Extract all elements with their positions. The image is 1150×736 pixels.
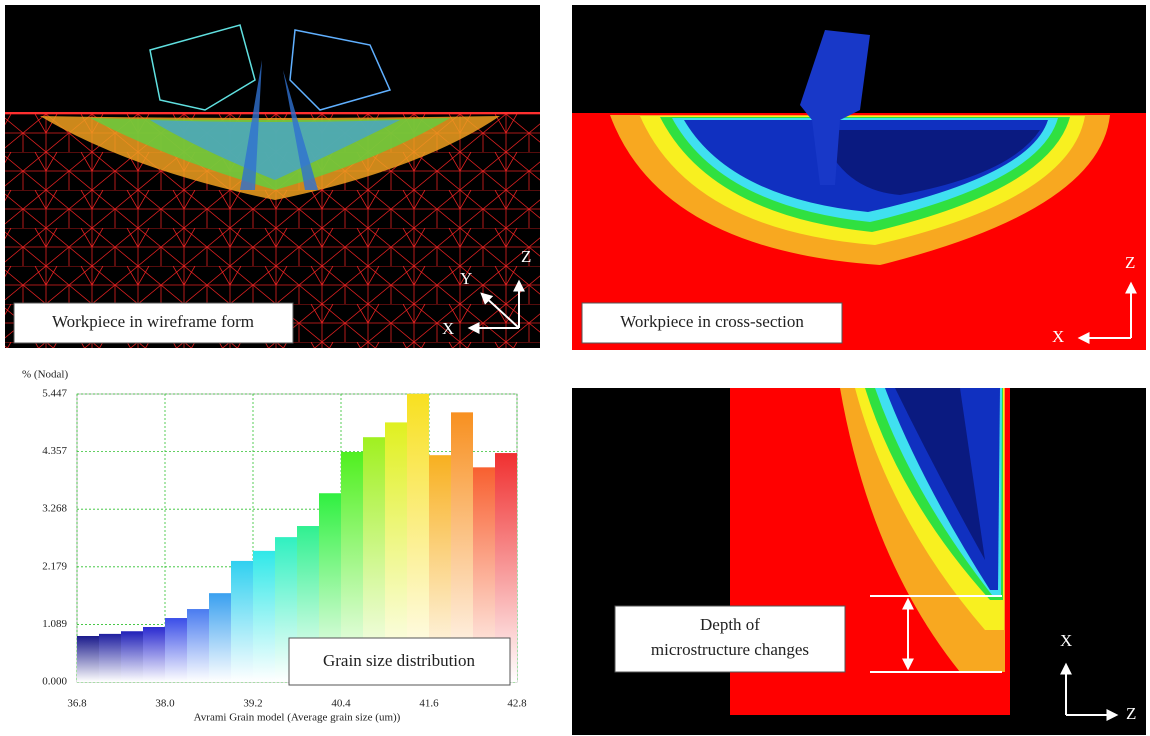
x-tick-label: 40.4	[331, 698, 351, 710]
bar	[187, 609, 209, 682]
wireframe-panel: Workpiece in wireframe form Z Y X	[5, 5, 540, 348]
y-tick-label: 3.268	[42, 503, 67, 515]
panel-label: Workpiece in cross-section	[620, 312, 804, 331]
y-tick-label: 0.000	[42, 676, 67, 688]
x-tick-label: 41.6	[419, 698, 439, 710]
cross-section-panel: Workpiece in cross-section Z X	[572, 5, 1146, 350]
bar	[77, 636, 99, 682]
bar	[121, 631, 143, 682]
bar	[209, 593, 231, 682]
annotation: Grain size distribution	[323, 651, 476, 670]
axis-name: Z	[521, 247, 531, 266]
axis-name: Z	[1125, 253, 1135, 272]
x-tick-label: 38.0	[155, 698, 175, 710]
figure: Workpiece in wireframe form Z Y X Workpi…	[0, 0, 1150, 736]
axis-name: X	[442, 319, 454, 338]
x-tick-label: 42.8	[507, 698, 527, 710]
y-tick-label: 4.357	[42, 445, 67, 457]
panel-label: Workpiece in wireframe form	[52, 312, 254, 331]
zoom-panel: Depth of microstructure changes X Z	[572, 388, 1146, 735]
bar	[143, 627, 165, 682]
panel-label: microstructure changes	[651, 640, 809, 659]
panel-label: Depth of	[700, 615, 760, 634]
axis-name: X	[1052, 327, 1064, 346]
histogram-panel: % (Nodal) Avrami Grain model (Average gr…	[22, 369, 527, 724]
y-tick-label: 2.179	[42, 560, 67, 572]
axis-name: X	[1060, 631, 1072, 650]
x-tick-label: 36.8	[67, 698, 87, 710]
bar	[231, 561, 253, 682]
bar	[253, 551, 275, 682]
bar	[99, 634, 121, 682]
bar	[165, 618, 187, 682]
axis-name: Y	[460, 269, 472, 288]
axis-name: Z	[1126, 704, 1136, 723]
y-tick-label: 1.089	[42, 618, 67, 630]
x-tick-label: 39.2	[243, 698, 262, 710]
x-axis-label: Avrami Grain model (Average grain size (…	[194, 712, 401, 724]
y-axis-label: % (Nodal)	[22, 369, 68, 381]
y-tick-label: 5.447	[42, 388, 67, 400]
